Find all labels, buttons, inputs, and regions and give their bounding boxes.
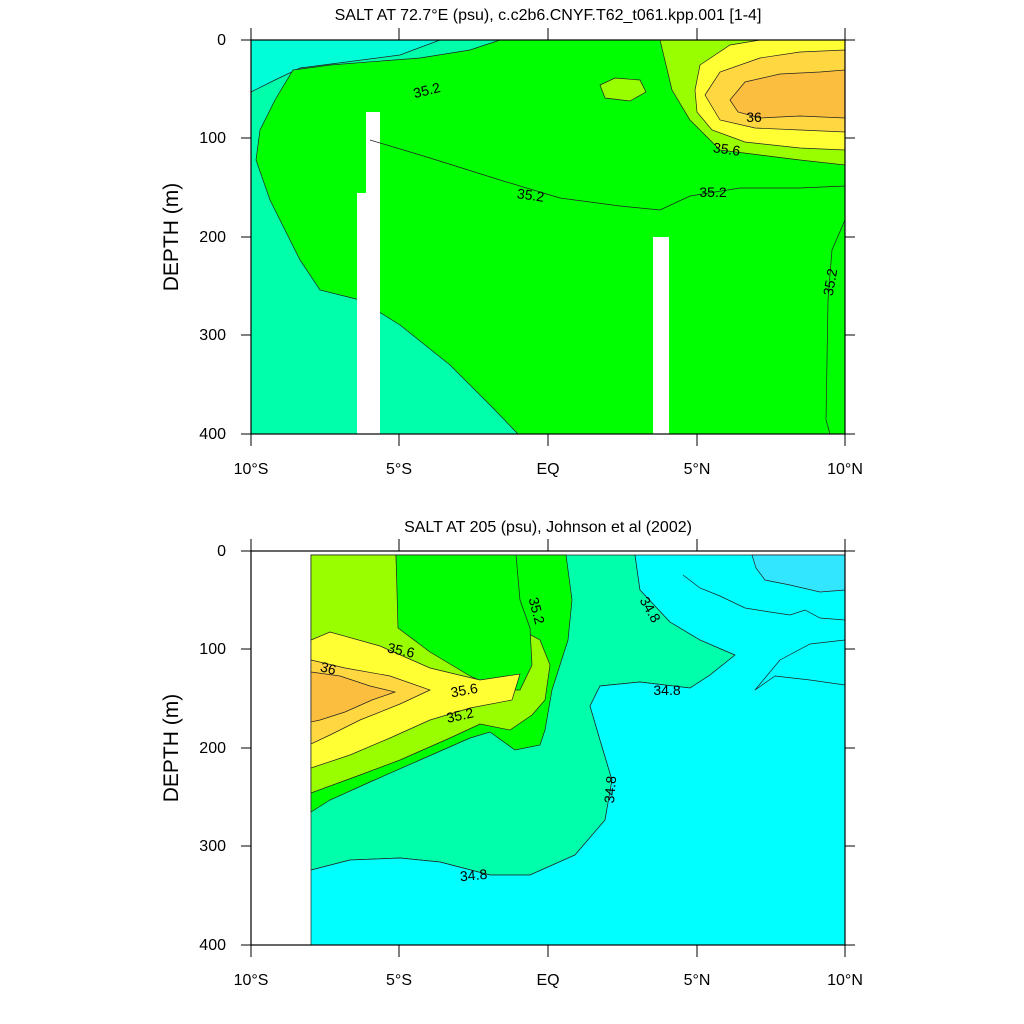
panel-2-x-tick-label: 5°S [386,972,412,989]
panel-1-region-35-4-blob [599,77,647,102]
panel-1-x-tick-label: EQ [536,461,559,478]
panel-2-contour-label: 34.8 [653,682,680,698]
panel-1-y-tick-label: 400 [199,426,226,443]
panel-2-contour-label: 35.2 [445,704,475,725]
panel-1-missing-data-column [357,193,367,434]
panel-1-contour-label: 35.2 [516,185,545,205]
panel-2-contour-label: 34.8 [459,866,488,884]
panel-1-x-tick-label: 10°N [827,461,863,478]
panel-1-x-tick-label: 10°S [234,461,269,478]
panel-2-y-tick-label: 0 [217,543,226,560]
panel-1-y-tick-label: 200 [199,229,226,246]
panel-2-region-34-6 [310,554,846,946]
panel-2-x-tick-label: 10°S [234,972,269,989]
panel-2-region-35-4-right [395,554,533,691]
panel-1-contour-label: 35.2 [820,267,841,297]
panel-1-plot: 35.2 36 35.6 35.2 35.2 35.2 [250,39,846,435]
panel-1-y-tick-label: 300 [199,327,226,344]
panel-2-plot: 35.2 34.8 35.6 36 34.8 35.6 35.2 34.8 34… [310,554,846,946]
panel-2-x-tick-label: EQ [536,972,559,989]
panel-2: SALT AT 205 (psu), Johnson et al (2002) … [160,519,863,989]
panel-2-contour-line [754,639,846,691]
panel-1-contour-label: 35.2 [699,184,726,200]
panel-2-y-tick-label: 300 [199,838,226,855]
panel-2-x-tick-label: 5°N [684,972,711,989]
panel-2-contour-label: 34.8 [601,775,619,804]
panel-1-contour-label: 36 [746,109,762,125]
panel-2-axis-ticks [241,539,855,957]
panel-1-x-tick-label: 5°S [386,461,412,478]
panel-2-title: SALT AT 205 (psu), Johnson et al (2002) [404,519,692,536]
panel-1-missing-data-column [653,237,669,434]
panel-2-contour-label: 36 [319,658,338,678]
panel-2-contour-label: 35.6 [386,639,416,660]
panel-2-contour-label: 35.6 [449,680,479,701]
panel-1-y-axis-label: DEPTH (m) [160,183,183,292]
panel-1-y-tick-label: 100 [199,130,226,147]
panel-1-axis-ticks [241,28,855,446]
panel-1: SALT AT 72.7°E (psu), c.c2b6.CNYF.T62_t0… [160,7,863,478]
panel-2-region-36 [310,671,397,723]
panel-2-region-35-6 [310,631,521,769]
panel-1-y-tick-label: 0 [217,32,226,49]
panel-2-y-tick-label: 200 [199,740,226,757]
panel-2-x-tick-label: 10°N [827,972,863,989]
panel-2-contour-label: 35.2 [526,595,549,626]
panel-2-y-tick-label: 100 [199,641,226,658]
panel-1-title: SALT AT 72.7°E (psu), c.c2b6.CNYF.T62_t0… [335,7,762,24]
panel-1-contour-label: 35.6 [712,139,741,159]
panel-2-contour-line [682,574,846,621]
panel-1-x-tick-label: 5°N [684,461,711,478]
panel-2-y-axis-label: DEPTH (m) [160,694,183,803]
panel-1-contour-line [369,139,846,211]
panel-2-y-tick-label: 400 [199,937,226,954]
panel-1-contour-label: 35.2 [412,79,443,101]
panel-1-missing-data-column [366,112,380,434]
